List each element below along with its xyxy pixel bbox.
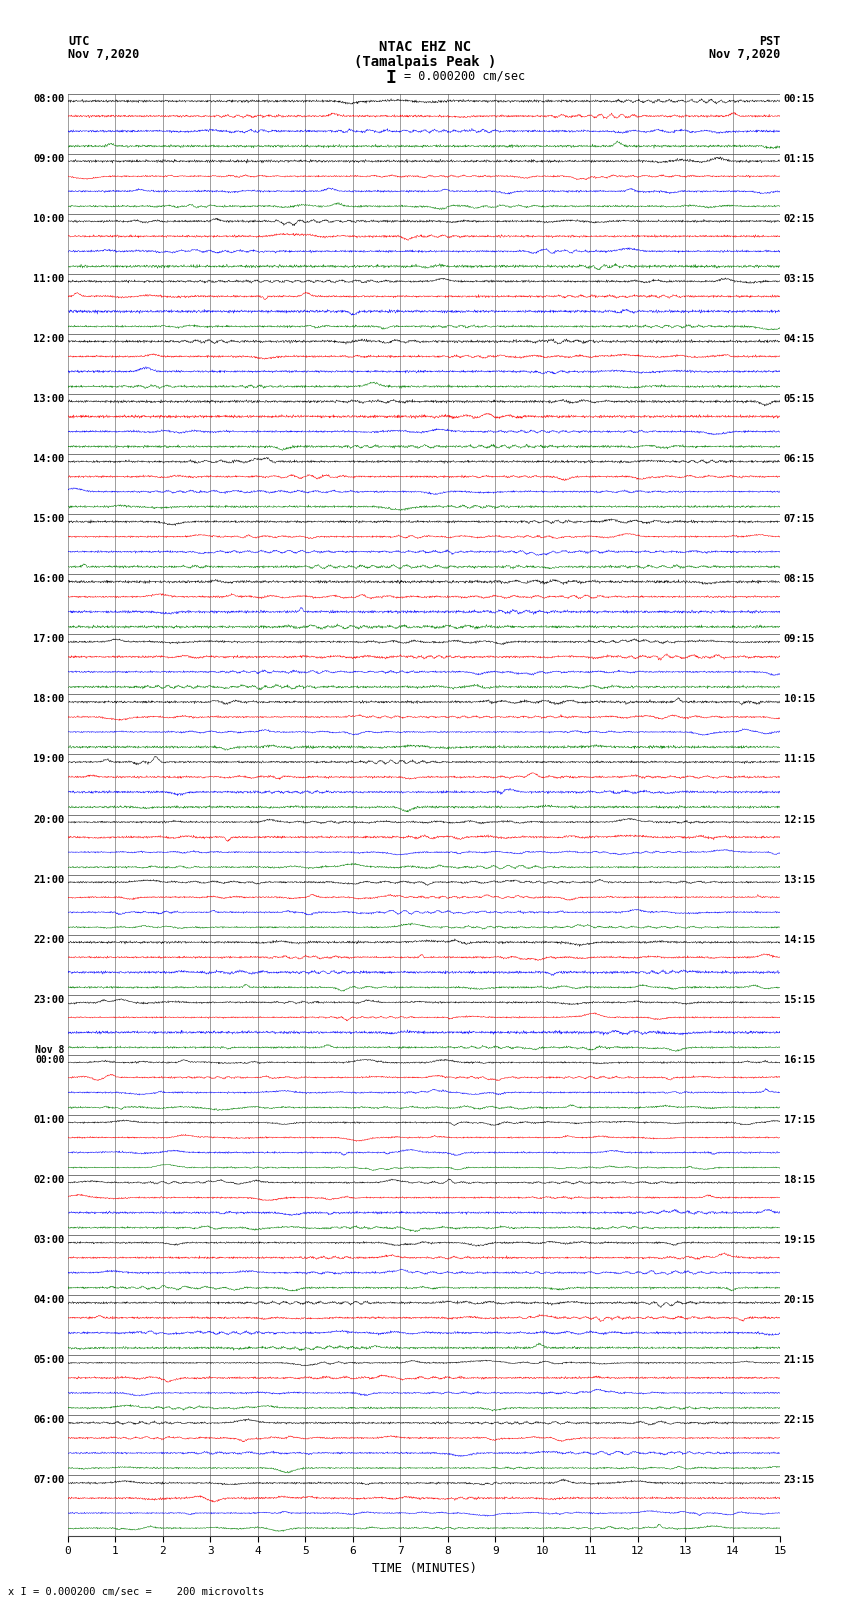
Text: 08:00: 08:00 <box>33 94 65 103</box>
Text: I: I <box>386 69 396 87</box>
Text: 13:15: 13:15 <box>784 874 815 884</box>
Text: 13:00: 13:00 <box>33 394 65 403</box>
Text: 01:00: 01:00 <box>33 1115 65 1124</box>
Text: 05:00: 05:00 <box>33 1355 65 1365</box>
Text: 04:00: 04:00 <box>33 1295 65 1305</box>
Text: 17:15: 17:15 <box>784 1115 815 1124</box>
Text: 15:15: 15:15 <box>784 995 815 1005</box>
Text: 23:15: 23:15 <box>784 1476 815 1486</box>
Text: 16:15: 16:15 <box>784 1055 815 1065</box>
Text: 23:00: 23:00 <box>33 995 65 1005</box>
Text: 06:00: 06:00 <box>33 1416 65 1426</box>
Text: 15:00: 15:00 <box>33 515 65 524</box>
Text: 03:00: 03:00 <box>33 1236 65 1245</box>
Text: 04:15: 04:15 <box>784 334 815 344</box>
Text: 22:15: 22:15 <box>784 1416 815 1426</box>
Text: 16:00: 16:00 <box>33 574 65 584</box>
Text: 08:15: 08:15 <box>784 574 815 584</box>
Text: 00:00: 00:00 <box>35 1055 65 1065</box>
Text: 14:15: 14:15 <box>784 936 815 945</box>
Text: 07:15: 07:15 <box>784 515 815 524</box>
Text: PST: PST <box>759 35 780 48</box>
Text: 18:15: 18:15 <box>784 1174 815 1186</box>
Text: Nov 8: Nov 8 <box>35 1045 65 1055</box>
Text: 11:15: 11:15 <box>784 755 815 765</box>
Text: Nov 7,2020: Nov 7,2020 <box>68 48 139 61</box>
X-axis label: TIME (MINUTES): TIME (MINUTES) <box>371 1561 477 1574</box>
Text: 09:15: 09:15 <box>784 634 815 644</box>
Text: 11:00: 11:00 <box>33 274 65 284</box>
Text: Nov 7,2020: Nov 7,2020 <box>709 48 780 61</box>
Text: 21:00: 21:00 <box>33 874 65 884</box>
Text: 21:15: 21:15 <box>784 1355 815 1365</box>
Text: (Tamalpais Peak ): (Tamalpais Peak ) <box>354 55 496 69</box>
Text: UTC: UTC <box>68 35 89 48</box>
Text: 07:00: 07:00 <box>33 1476 65 1486</box>
Text: x I = 0.000200 cm/sec =    200 microvolts: x I = 0.000200 cm/sec = 200 microvolts <box>8 1587 264 1597</box>
Text: 20:00: 20:00 <box>33 815 65 824</box>
Text: 01:15: 01:15 <box>784 153 815 163</box>
Text: = 0.000200 cm/sec: = 0.000200 cm/sec <box>404 69 524 82</box>
Text: 06:15: 06:15 <box>784 455 815 465</box>
Text: 20:15: 20:15 <box>784 1295 815 1305</box>
Text: 10:00: 10:00 <box>33 215 65 224</box>
Text: 05:15: 05:15 <box>784 394 815 403</box>
Text: 19:15: 19:15 <box>784 1236 815 1245</box>
Text: NTAC EHZ NC: NTAC EHZ NC <box>379 39 471 53</box>
Text: 14:00: 14:00 <box>33 455 65 465</box>
Text: 12:00: 12:00 <box>33 334 65 344</box>
Text: 12:15: 12:15 <box>784 815 815 824</box>
Text: 17:00: 17:00 <box>33 634 65 644</box>
Text: 19:00: 19:00 <box>33 755 65 765</box>
Text: 22:00: 22:00 <box>33 936 65 945</box>
Text: 00:15: 00:15 <box>784 94 815 103</box>
Text: 09:00: 09:00 <box>33 153 65 163</box>
Text: 10:15: 10:15 <box>784 695 815 705</box>
Text: 02:00: 02:00 <box>33 1174 65 1186</box>
Text: 02:15: 02:15 <box>784 215 815 224</box>
Text: 03:15: 03:15 <box>784 274 815 284</box>
Text: 18:00: 18:00 <box>33 695 65 705</box>
